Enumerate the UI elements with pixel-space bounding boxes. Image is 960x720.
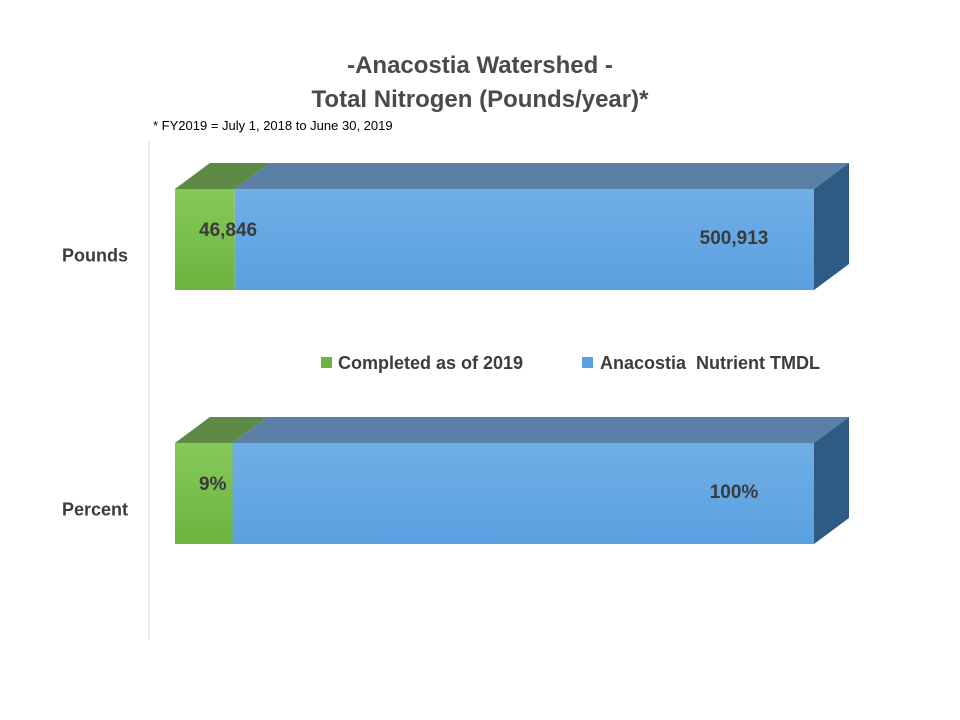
category-label: Percent xyxy=(62,500,128,520)
legend-label-completed: Completed as of 2019 xyxy=(338,353,523,373)
bar-top-completed xyxy=(175,163,270,189)
data-label-completed: 9% xyxy=(199,474,227,495)
legend-swatch-tmdl xyxy=(582,357,593,368)
bar-tmdl xyxy=(232,443,814,544)
chart-title-line-1: -Anacostia Watershed - xyxy=(347,52,613,79)
category-label: Pounds xyxy=(62,246,128,266)
bar-side-tmdl xyxy=(814,417,849,544)
data-label-completed: 46,846 xyxy=(199,220,257,241)
data-label-tmdl: 100% xyxy=(710,482,759,503)
bar-completed xyxy=(175,189,235,290)
bar-side-tmdl xyxy=(814,163,849,290)
bar-top-tmdl xyxy=(232,417,849,443)
chart-title-line-2: Total Nitrogen (Pounds/year)* xyxy=(311,86,649,113)
bar-top-tmdl xyxy=(234,163,849,189)
legend-label-tmdl: Anacostia Nutrient TMDL xyxy=(600,353,820,373)
bar-tmdl xyxy=(234,189,814,290)
bar-completed xyxy=(175,443,233,544)
footnote: * FY2019 = July 1, 2018 to June 30, 2019 xyxy=(153,118,393,133)
legend-swatch-completed xyxy=(321,357,332,368)
data-label-tmdl: 500,913 xyxy=(700,228,769,249)
bar-top-completed xyxy=(175,417,268,443)
